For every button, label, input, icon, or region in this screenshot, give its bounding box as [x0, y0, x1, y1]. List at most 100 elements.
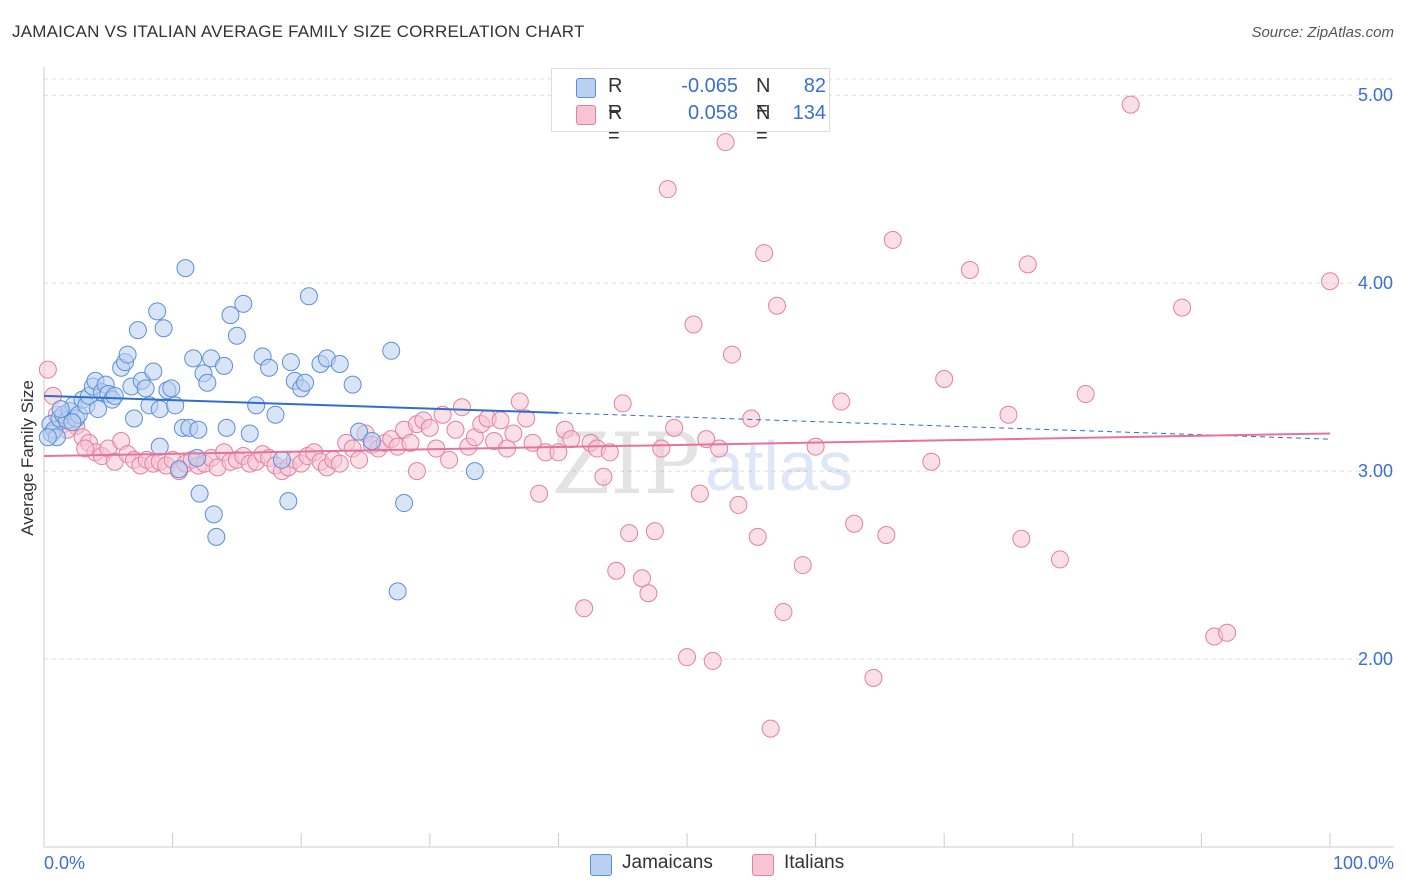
jamaicans-point [162, 379, 181, 398]
jamaicans-point [247, 396, 266, 415]
jamaicans-point [343, 375, 362, 394]
jamaicans-point [217, 418, 236, 437]
jamaicans-point [279, 492, 298, 511]
italians-point [864, 668, 883, 687]
italians-point [806, 437, 825, 456]
legend-r-label: R = [608, 75, 623, 120]
jamaicans-point [296, 373, 315, 392]
jamaicans-point [190, 484, 209, 503]
jamaicans-point [89, 400, 108, 419]
italians-point [774, 603, 793, 622]
watermark-atlas: atlas [705, 427, 853, 505]
jamaicans-point [299, 287, 318, 306]
grid-layer [44, 78, 1394, 660]
italians-point [575, 599, 594, 618]
italians-point [723, 345, 742, 364]
italians-point [1173, 298, 1192, 317]
italians-point [710, 439, 729, 458]
jamaicans-point [170, 460, 189, 479]
y-tick-label: 5.00 [1358, 85, 1393, 105]
jamaicans-point [362, 432, 381, 451]
legend-n-label: N = [756, 102, 771, 147]
italians-point [1321, 272, 1339, 291]
legend-swatch-jamaicans [590, 854, 612, 876]
jamaicans-point [38, 428, 57, 447]
jamaicans-point [382, 341, 401, 360]
italians-point [600, 443, 619, 462]
italians-point [748, 527, 767, 546]
italians-point [658, 180, 677, 199]
italians-point [446, 420, 465, 439]
italians-point [690, 484, 709, 503]
jamaicans-point [395, 494, 414, 513]
italians-point [645, 522, 664, 541]
jamaicans-point [465, 462, 484, 481]
italians-point [755, 244, 774, 263]
italians-point [530, 484, 549, 503]
y-tick-label: 4.00 [1358, 273, 1393, 293]
jamaicans-point [51, 400, 70, 419]
chart-title: JAMAICAN VS ITALIAN AVERAGE FAMILY SIZE … [12, 22, 585, 41]
jamaicans-point [204, 505, 223, 524]
y-axis-label: Average Family Size [18, 380, 37, 536]
jamaicans-point [221, 306, 240, 325]
italians-point [793, 556, 812, 575]
jamaicans-trend-extension [558, 412, 1331, 440]
jamaicans-points [38, 259, 484, 601]
italians-point [742, 409, 761, 428]
jamaicans-point [198, 373, 217, 392]
italians-point [1218, 623, 1237, 642]
legend-swatch-blue [576, 78, 596, 98]
italians-point [1050, 550, 1069, 569]
jamaicans-point [176, 259, 195, 278]
legend-r-value: -0.065 [681, 75, 738, 97]
jamaicans-point [136, 379, 155, 398]
legend-n-value: 134 [792, 102, 826, 124]
italians-point [632, 569, 651, 588]
italians-point [613, 394, 632, 413]
jamaicans-point [215, 356, 234, 375]
jamaicans-point [150, 400, 169, 419]
italians-point [960, 260, 979, 279]
italians-point [678, 648, 696, 667]
italians-point [504, 424, 523, 443]
italians-point [594, 467, 613, 486]
jamaicans-trend-line [43, 394, 559, 414]
jamaicans-point [154, 319, 173, 338]
axis-layer [43, 67, 1394, 848]
jamaicans-point [189, 420, 208, 439]
jamaicans-point [144, 362, 163, 381]
italians-trend-line [43, 432, 1331, 458]
legend-n-value: 82 [803, 75, 826, 97]
jamaicans-point [188, 448, 207, 467]
italians-point [330, 454, 349, 473]
italians-point [883, 230, 902, 249]
jamaicans-point [63, 413, 82, 432]
legend-r-value: 0.058 [687, 102, 738, 124]
source-label: Source: ZipAtlas.com [1251, 24, 1394, 41]
jamaicans-point [330, 354, 349, 373]
italians-point [684, 315, 703, 334]
italians-point [491, 411, 510, 430]
jamaicans-point [125, 409, 144, 428]
legend-n-label: N = [756, 75, 771, 120]
italians-point [768, 296, 787, 315]
correlation-legend: R = -0.065 N = 82 R = 0.058 N = 134 [551, 68, 830, 147]
italians-point [832, 392, 851, 411]
italians-point [703, 651, 722, 670]
italians-point [999, 405, 1018, 424]
italians-point [517, 409, 536, 428]
italians-point [652, 439, 671, 458]
jamaicans-point [118, 345, 137, 364]
jamaicans-point [150, 437, 169, 456]
italians-point [1012, 529, 1031, 548]
jamaicans-point [128, 321, 147, 340]
trend-layer [43, 394, 1331, 458]
y-tick-label: 2.00 [1358, 649, 1393, 669]
jamaicans-point [260, 358, 279, 377]
jamaicans-point [207, 527, 226, 546]
italians-point [401, 433, 420, 452]
italians-point [38, 360, 57, 379]
italians-point [350, 450, 369, 469]
x-tick-label-min: 0.0% [44, 853, 85, 873]
